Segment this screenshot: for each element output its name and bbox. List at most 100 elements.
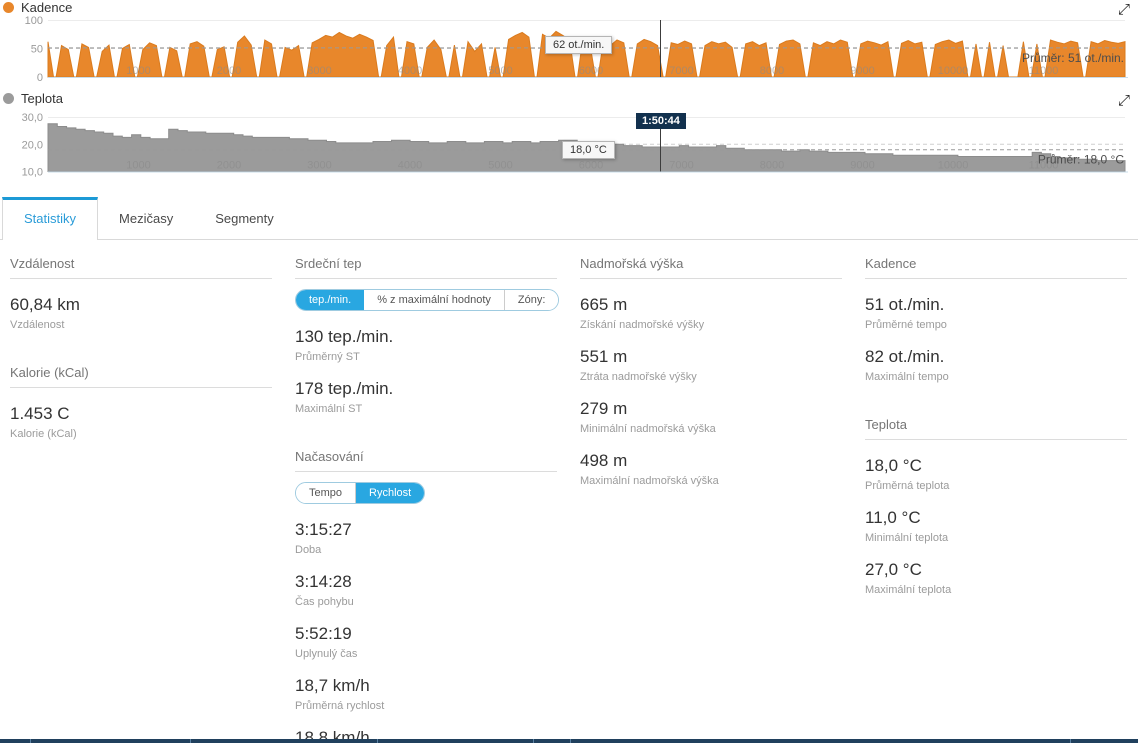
stat-value: 60,84 km xyxy=(10,295,80,314)
y-tick-label: 10,0 xyxy=(22,167,43,179)
stat-value: 18,0 °C xyxy=(865,456,922,475)
x-tick-label: 11000 xyxy=(1029,65,1059,77)
teplota-legend-label: Teplota xyxy=(21,91,63,106)
table-edge-divider xyxy=(533,739,534,743)
stat-value: 3:15:27 xyxy=(295,520,352,539)
stats-section: Kadence 51 ot./min. Průměrné tempo 82 ot./m… xyxy=(865,256,1127,383)
stat-value: 1.453 C xyxy=(10,404,70,423)
stats-column-2: Srdeční tep tep./min.% z maximální hodnot… xyxy=(295,256,560,739)
kadence-legend-dot xyxy=(3,2,14,13)
stat-label: Maximální nadmořská výška xyxy=(580,475,719,487)
y-tick-label: 20,0 xyxy=(22,139,43,151)
activity-charts[interactable]: 1000 2000 3000 4000 5000 6000 7000 8000 9000 1000… xyxy=(0,0,1138,192)
x-tick-label: 2000 xyxy=(217,65,241,77)
table-edge-divider xyxy=(377,739,378,743)
next-section-table-edge xyxy=(0,739,1138,743)
stat-label: Průměrná rychlost xyxy=(295,700,385,712)
toggle-button-group: Tempo Rychlost xyxy=(295,482,426,504)
table-edge-divider xyxy=(190,739,191,743)
stats-column-1: Vzdálenost 60,84 km Vzdálenost Kalorie (kCa… xyxy=(10,256,272,440)
kadence-expand-icon[interactable]: ⤢ xyxy=(1117,1,1130,18)
section-title: Nadmořská výška xyxy=(580,256,842,279)
teplota-legend: Teplota xyxy=(3,91,63,106)
hr-unit-bpm-button[interactable]: tep./min. xyxy=(296,290,365,310)
stat-label: Minimální teplota xyxy=(865,532,949,544)
y-tick-label: 50 xyxy=(31,44,43,56)
time-cursor-tooltip: 1:50:44 xyxy=(636,113,686,129)
x-tick-label: 5000 xyxy=(488,160,512,172)
teplota-expand-icon[interactable]: ⤢ xyxy=(1117,92,1130,109)
timing-tempo-button[interactable]: Tempo xyxy=(296,483,356,503)
x-tick-label: 10000 xyxy=(938,160,969,172)
stat-value: 498 m xyxy=(580,451,628,470)
stat-value: 11,0 °C xyxy=(865,508,921,527)
x-tick-label: 3000 xyxy=(307,65,331,77)
tab-segmenty[interactable]: Segmenty xyxy=(215,211,274,226)
stat-value: 51 ot./min. xyxy=(865,295,945,314)
kadence-area-series xyxy=(47,30,1126,78)
stat-value: 18,8 km/h xyxy=(295,728,370,739)
x-tick-label: 4000 xyxy=(398,160,422,172)
section-title: Kadence xyxy=(865,256,1127,279)
toggle-button-group: tep./min.% z maximální hodnoty Zóny: xyxy=(295,289,560,311)
stat-label: Vzdálenost xyxy=(10,319,65,331)
hr-unit-zones-button[interactable]: Zóny: xyxy=(503,290,559,310)
x-tick-label: 11000 xyxy=(1029,160,1059,172)
average-label: Průměr: 18,0 °C xyxy=(1038,153,1124,167)
stats-section: Kalorie (kCal) 1.453 C Kalorie (kCal) xyxy=(10,365,272,440)
table-edge-divider xyxy=(570,739,571,743)
section-title: Vzdálenost xyxy=(10,256,272,279)
stats-section: Vzdálenost 60,84 km Vzdálenost xyxy=(10,256,272,331)
x-tick-label: 1000 xyxy=(126,65,150,77)
stat-label: Průměrný ST xyxy=(295,351,360,363)
section-title: Srdeční tep xyxy=(295,256,557,279)
tab-mezicasy[interactable]: Mezičasy xyxy=(119,211,174,226)
kadence-legend-label: Kadence xyxy=(21,0,73,15)
stat-value: 178 tep./min. xyxy=(295,379,394,398)
stats-section: Nadmořská výška 665 m Získání nadmořské vý… xyxy=(580,256,842,487)
timing-rychlost-button[interactable]: Rychlost xyxy=(355,483,425,503)
x-tick-label: 8000 xyxy=(760,160,784,172)
x-tick-label: 10000 xyxy=(938,65,969,77)
tab-bar: Statistiky Mezičasy Segmenty xyxy=(0,197,1138,240)
table-edge-divider xyxy=(1070,739,1071,743)
x-tick-label: 2000 xyxy=(217,160,241,172)
section-title: Načasování xyxy=(295,449,557,472)
x-tick-label: 7000 xyxy=(669,160,693,172)
stat-value: 18,7 km/h xyxy=(295,676,370,695)
x-tick-label: 7000 xyxy=(669,65,693,77)
stat-label: Doba xyxy=(295,544,322,556)
stats-column-3: Nadmořská výška 665 m Získání nadmořské vý… xyxy=(580,256,842,487)
stat-label: Průměrné tempo xyxy=(865,319,947,331)
x-tick-label: 9000 xyxy=(850,65,874,77)
teplota-legend-dot xyxy=(3,93,14,104)
x-tick-label: 3000 xyxy=(307,160,331,172)
average-label: Průměr: 51 ot./min. xyxy=(1022,51,1124,65)
stat-label: Čas pohybu xyxy=(295,596,354,608)
x-tick-label: 9000 xyxy=(850,160,874,172)
stat-value: 5:52:19 xyxy=(295,624,352,643)
statistics-panel: Vzdálenost 60,84 km Vzdálenost Kalorie (kCa… xyxy=(0,250,1138,739)
stat-value: 27,0 °C xyxy=(865,560,922,579)
stat-value: 665 m xyxy=(580,295,628,314)
stat-label: Minimální nadmořská výška xyxy=(580,423,716,435)
stat-label: Kalorie (kCal) xyxy=(10,428,77,440)
stat-label: Maximální ST xyxy=(295,403,363,415)
stat-value: 130 tep./min. xyxy=(295,327,394,346)
stat-label: Ztráta nadmořské výšky xyxy=(580,371,697,383)
hr-unit-percent-button[interactable]: % z maximální hodnoty xyxy=(364,290,504,310)
stat-value: 82 ot./min. xyxy=(865,347,945,366)
stats-section: Načasování Tempo Rychlost 3:15:27 Doba 3:14:2… xyxy=(295,449,557,739)
x-tick-label: 6000 xyxy=(579,65,603,77)
stat-label: Maximální tempo xyxy=(865,371,949,383)
x-tick-label: 8000 xyxy=(760,65,784,77)
tab-statistiky[interactable]: Statistiky xyxy=(2,197,99,240)
kadence-cursor-tooltip: 62 ot./min. xyxy=(545,36,613,54)
kadence-legend: Kadence xyxy=(3,0,72,15)
stats-column-4: Kadence 51 ot./min. Průměrné tempo 82 ot./m… xyxy=(865,256,1127,596)
x-tick-label: 6000 xyxy=(579,160,603,172)
stats-section: Srdeční tep tep./min.% z maximální hodnot… xyxy=(295,256,560,415)
x-tick-label: 5000 xyxy=(488,65,512,77)
table-edge-divider xyxy=(30,739,31,743)
